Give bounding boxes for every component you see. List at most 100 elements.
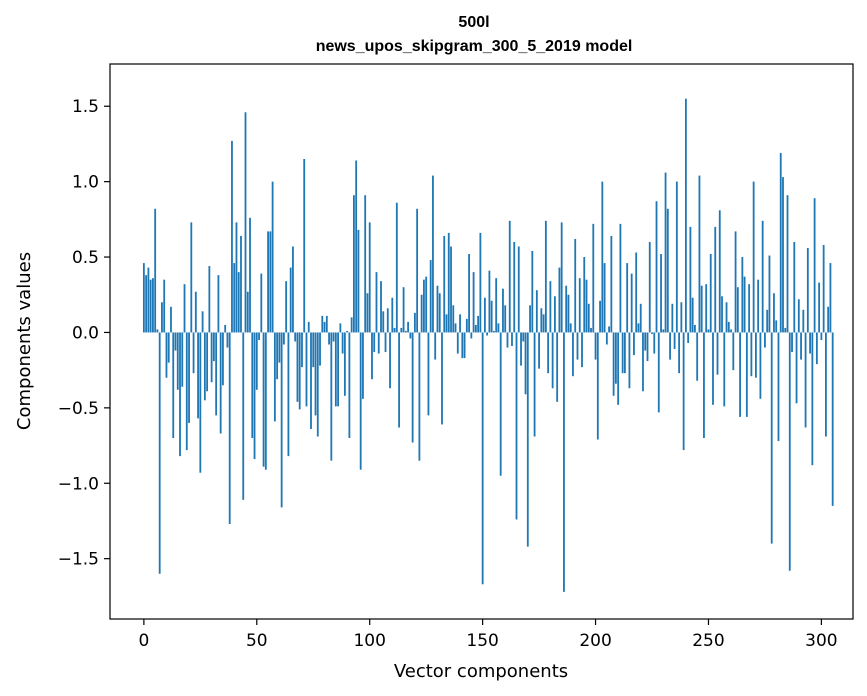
bar bbox=[619, 223, 622, 333]
bar bbox=[420, 294, 423, 333]
bar bbox=[145, 275, 148, 333]
bar bbox=[463, 332, 466, 359]
bar bbox=[384, 332, 387, 353]
bar bbox=[416, 208, 419, 333]
y-tick-label: 1.5 bbox=[72, 97, 99, 117]
bar bbox=[716, 332, 719, 375]
bar bbox=[479, 232, 482, 333]
bar bbox=[556, 332, 559, 402]
bar bbox=[158, 332, 161, 574]
bar bbox=[339, 323, 342, 333]
bar bbox=[646, 332, 649, 362]
bar bbox=[511, 332, 513, 347]
bar bbox=[524, 332, 527, 395]
bar bbox=[718, 210, 721, 333]
bar bbox=[292, 246, 294, 333]
bar bbox=[739, 332, 741, 417]
bar bbox=[822, 244, 825, 333]
bar bbox=[423, 279, 425, 333]
bar bbox=[472, 272, 475, 333]
bar bbox=[583, 257, 586, 333]
bar bbox=[271, 181, 274, 333]
bar bbox=[452, 305, 455, 333]
bar bbox=[307, 321, 310, 333]
bar bbox=[820, 332, 823, 340]
bar bbox=[244, 112, 247, 333]
bar bbox=[818, 282, 821, 333]
bar bbox=[601, 181, 604, 333]
bar bbox=[752, 181, 755, 333]
plot-frame bbox=[109, 63, 854, 620]
bar bbox=[696, 332, 699, 381]
bar bbox=[432, 175, 434, 333]
bar bbox=[759, 332, 762, 399]
bar bbox=[610, 235, 613, 333]
bar bbox=[185, 332, 188, 451]
bar bbox=[301, 332, 303, 368]
bar bbox=[569, 323, 572, 333]
bar bbox=[454, 323, 457, 333]
bar bbox=[642, 332, 644, 392]
bar bbox=[303, 159, 306, 333]
bar bbox=[366, 293, 369, 333]
bar bbox=[581, 332, 583, 368]
bar bbox=[179, 332, 181, 457]
bar bbox=[427, 332, 430, 416]
bar bbox=[592, 223, 595, 333]
bar bbox=[574, 238, 577, 333]
bar bbox=[784, 327, 787, 333]
bar bbox=[712, 332, 714, 405]
bar bbox=[226, 332, 229, 348]
bar bbox=[147, 267, 150, 333]
bar bbox=[540, 308, 543, 333]
x-tick-label: 300 bbox=[805, 631, 837, 651]
bar bbox=[486, 332, 489, 336]
bar bbox=[235, 222, 238, 333]
bar bbox=[255, 332, 258, 390]
bar bbox=[350, 317, 353, 333]
bar bbox=[614, 332, 617, 384]
bar bbox=[707, 329, 710, 333]
bar bbox=[192, 332, 195, 374]
bar bbox=[793, 241, 796, 333]
bar bbox=[680, 302, 683, 333]
bar bbox=[393, 327, 396, 333]
bar bbox=[319, 332, 321, 366]
bar bbox=[782, 177, 784, 333]
bar bbox=[723, 332, 726, 407]
bar bbox=[748, 284, 751, 333]
bar bbox=[745, 332, 748, 417]
x-tick-label: 50 bbox=[246, 631, 268, 651]
bar bbox=[404, 330, 407, 333]
bar bbox=[483, 297, 486, 333]
bar bbox=[691, 297, 694, 333]
bar bbox=[703, 332, 705, 439]
bar bbox=[813, 198, 816, 333]
bar bbox=[373, 332, 376, 353]
bar bbox=[224, 324, 227, 333]
bar bbox=[761, 220, 764, 333]
bar bbox=[533, 332, 536, 437]
bar bbox=[687, 332, 690, 344]
bar bbox=[413, 312, 416, 333]
bar bbox=[312, 332, 315, 368]
bar bbox=[714, 226, 717, 333]
bar bbox=[142, 263, 145, 333]
bar bbox=[698, 175, 701, 333]
bar bbox=[531, 251, 534, 333]
bar bbox=[231, 140, 233, 333]
bar bbox=[585, 279, 588, 333]
bar bbox=[264, 332, 267, 470]
bar bbox=[400, 327, 403, 333]
bar bbox=[502, 288, 504, 333]
bar bbox=[578, 278, 581, 333]
bar bbox=[576, 332, 579, 360]
bar bbox=[499, 332, 502, 476]
bar bbox=[152, 278, 154, 333]
bar bbox=[222, 332, 224, 386]
bar bbox=[558, 267, 561, 333]
bar bbox=[434, 332, 437, 360]
y-tick-label: 0.5 bbox=[72, 248, 99, 268]
bar bbox=[278, 332, 281, 363]
bar bbox=[786, 195, 789, 333]
